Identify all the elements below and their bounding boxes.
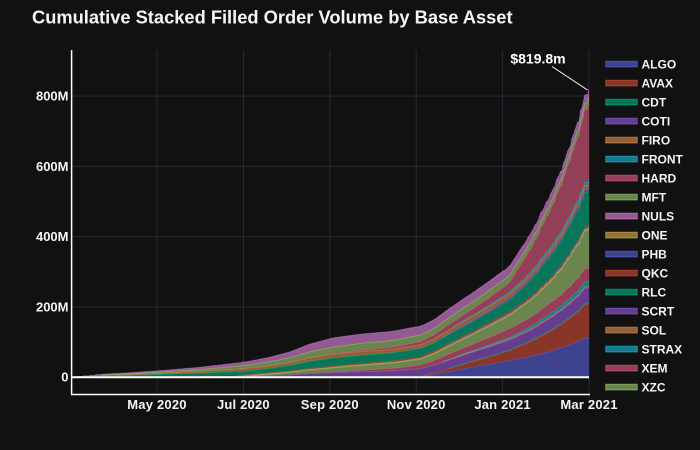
svg-text:PHB: PHB [642, 247, 668, 261]
svg-text:200M: 200M [36, 299, 69, 314]
svg-text:400M: 400M [36, 229, 69, 244]
svg-text:Jan 2021: Jan 2021 [474, 397, 531, 412]
svg-text:$819.8m: $819.8m [510, 51, 565, 67]
svg-text:SOL: SOL [642, 323, 667, 337]
svg-text:STRAX: STRAX [642, 342, 683, 356]
svg-text:Mar 2021: Mar 2021 [560, 397, 617, 412]
svg-text:800M: 800M [36, 89, 69, 104]
svg-text:COTI: COTI [642, 114, 671, 128]
svg-text:MFT: MFT [642, 190, 667, 204]
svg-text:AVAX: AVAX [642, 76, 674, 90]
svg-text:ALGO: ALGO [642, 57, 677, 71]
svg-text:Nov 2020: Nov 2020 [387, 397, 446, 412]
svg-text:May 2020: May 2020 [127, 397, 186, 412]
svg-text:ONE: ONE [642, 228, 668, 242]
svg-text:SCRT: SCRT [642, 304, 675, 318]
svg-text:FRONT: FRONT [642, 152, 684, 166]
svg-text:FIRO: FIRO [642, 133, 671, 147]
svg-text:Jul 2020: Jul 2020 [217, 397, 270, 412]
svg-text:RLC: RLC [642, 285, 667, 299]
svg-text:Cumulative Stacked Filled Orde: Cumulative Stacked Filled Order Volume b… [32, 7, 513, 28]
svg-text:XZC: XZC [642, 380, 666, 394]
svg-text:CDT: CDT [642, 95, 667, 109]
svg-text:Sep 2020: Sep 2020 [301, 397, 359, 412]
svg-text:600M: 600M [36, 159, 69, 174]
svg-text:0: 0 [61, 370, 68, 385]
svg-text:HARD: HARD [642, 171, 677, 185]
svg-text:XEM: XEM [642, 361, 668, 375]
svg-text:NULS: NULS [642, 209, 675, 223]
svg-text:QKC: QKC [642, 266, 669, 280]
